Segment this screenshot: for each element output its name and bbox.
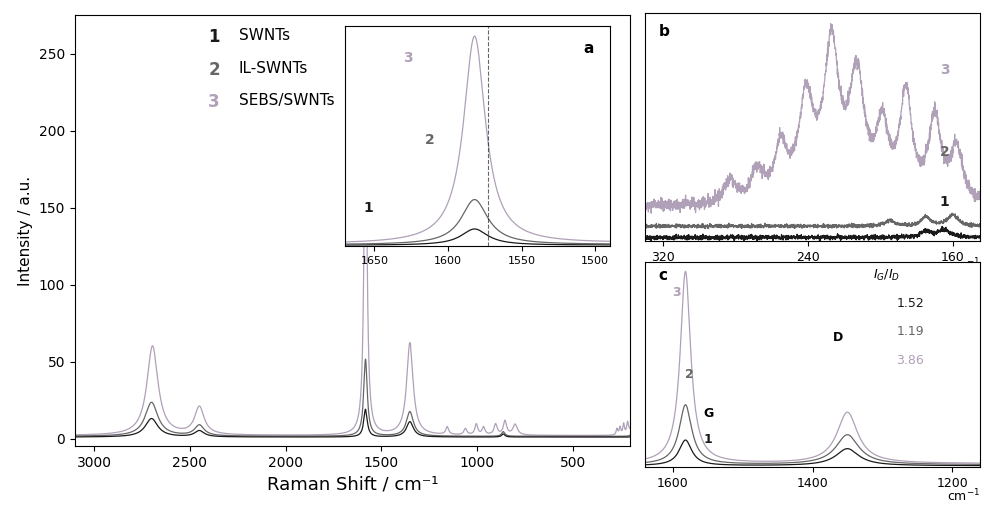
Text: 1: 1 [940, 195, 950, 209]
Text: 1: 1 [364, 202, 373, 215]
Text: 3.86: 3.86 [896, 354, 924, 367]
Text: cm$^{-1}$: cm$^{-1}$ [947, 487, 980, 504]
Text: G: G [704, 407, 714, 420]
Text: SWNTs: SWNTs [239, 28, 290, 43]
Text: 2: 2 [424, 133, 434, 147]
Text: 3: 3 [672, 286, 680, 299]
Text: D: D [833, 331, 843, 344]
Text: 2: 2 [208, 61, 220, 78]
Text: c: c [658, 268, 667, 283]
Text: $I_G$/$I_D$: $I_G$/$I_D$ [873, 268, 900, 283]
Text: 3: 3 [403, 51, 413, 65]
Text: IL-SWNTs: IL-SWNTs [239, 61, 308, 75]
Text: 1.52: 1.52 [896, 297, 924, 309]
Text: SEBS/SWNTs: SEBS/SWNTs [239, 93, 334, 108]
Text: b: b [658, 24, 669, 39]
Text: 3: 3 [940, 63, 949, 77]
Text: a: a [584, 41, 594, 56]
Text: 1: 1 [704, 433, 712, 446]
Y-axis label: Intensity / a.u.: Intensity / a.u. [18, 176, 33, 286]
Text: cm$^{-1}$: cm$^{-1}$ [947, 257, 980, 274]
Text: 3: 3 [208, 93, 220, 111]
Text: 2: 2 [685, 368, 694, 381]
X-axis label: Raman Shift / cm⁻¹: Raman Shift / cm⁻¹ [267, 476, 438, 494]
Text: 1.19: 1.19 [896, 325, 924, 338]
Text: 2: 2 [940, 145, 950, 159]
Text: 1: 1 [208, 28, 220, 46]
